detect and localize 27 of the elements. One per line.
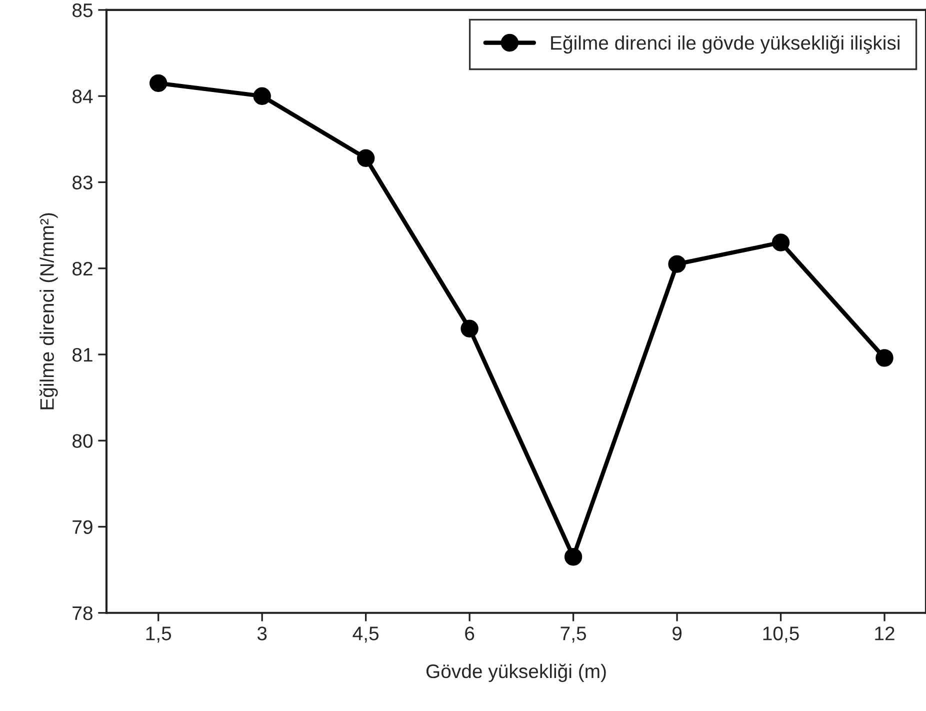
point [150,74,168,92]
y-tick-label: 80 [72,434,93,448]
y-tick-label: 78 [72,606,92,620]
y-tick-label: 79 [72,520,92,534]
y-tick-label: 81 [72,348,92,362]
y-tick-label: 83 [72,176,92,190]
point [668,255,686,273]
x-tick-label: 1,5 [146,626,172,643]
point [253,87,271,105]
x-axis-title: Gövde yüksekliği (m) [426,664,606,682]
x-tick-label: 10,5 [763,626,799,643]
y-tick-label: 84 [72,90,93,104]
x-tick-label: 3 [257,626,267,640]
y-tick-label: 82 [72,262,92,276]
x-tick-label: 12 [875,626,894,640]
y-axis-title: Eğilme direnci (N/mm²) [39,213,58,410]
point [356,149,375,167]
x-tick-label: 4,5 [352,626,379,643]
x-tick-label: 7,5 [560,626,586,643]
y-tick-label: 85 [72,3,92,18]
point [772,234,790,252]
x-tick-label: 9 [672,626,682,640]
x-tick-label: 6 [465,626,474,640]
point [876,349,894,367]
point [460,320,478,338]
point [564,548,582,566]
legend-label: Eğilme direnci ile gövde yüksekliği ilişkisi [551,35,900,54]
